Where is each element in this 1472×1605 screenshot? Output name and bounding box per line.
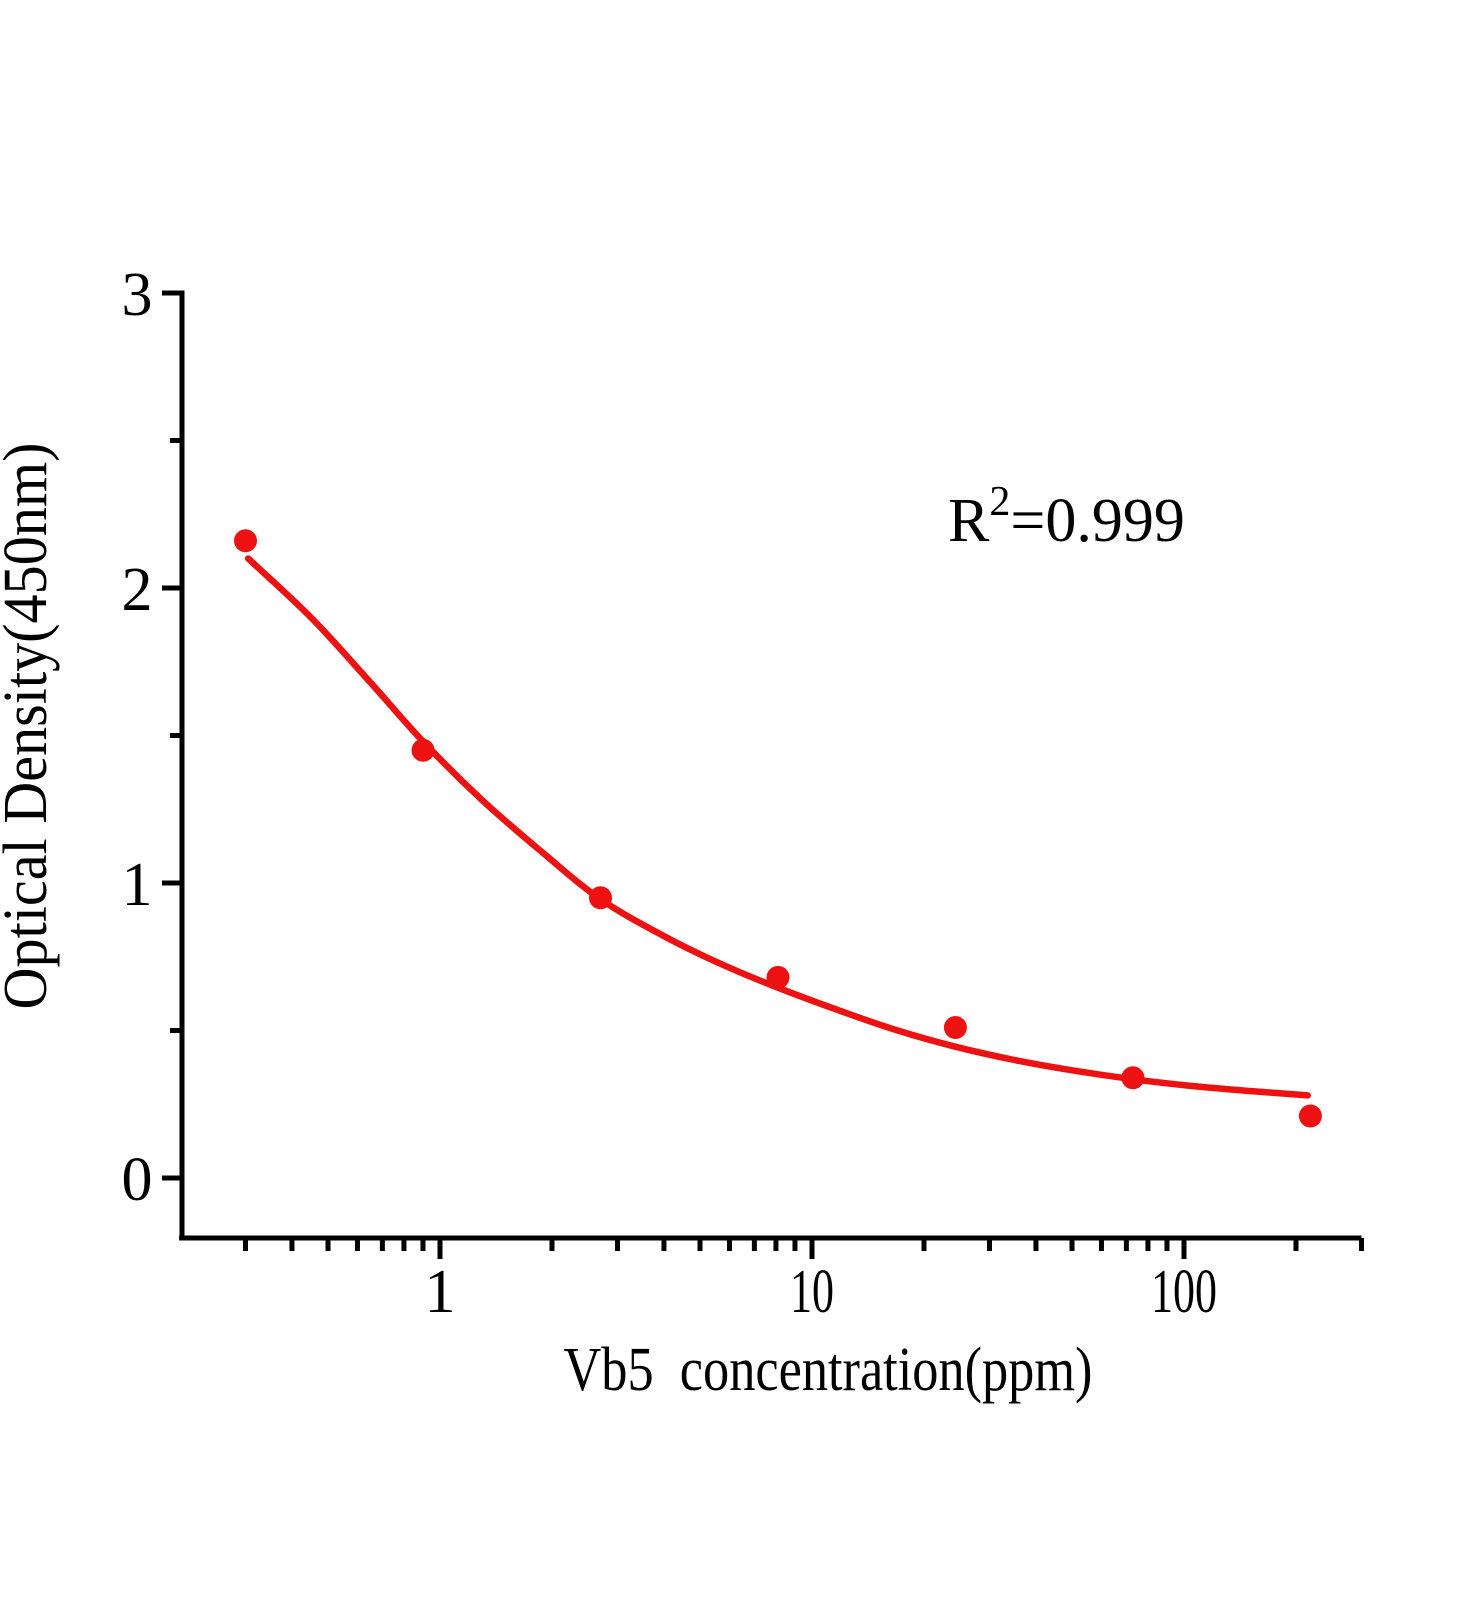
y-tick-label: 0	[122, 1146, 153, 1214]
data-point	[234, 529, 257, 553]
data-point	[1298, 1104, 1322, 1128]
y-tick-label: 1	[122, 851, 153, 919]
fit-curve-line	[244, 555, 1311, 1099]
data-point	[766, 965, 790, 989]
data-point	[943, 1016, 967, 1039]
data-point	[589, 886, 612, 910]
y-tick-label: 2	[122, 556, 153, 624]
data-point	[411, 738, 435, 762]
axis-ticks	[162, 290, 1364, 1259]
y-axis-label: Optical Density(450nm)	[0, 443, 60, 1010]
x-axis-label: Vb5 concentration(ppm)	[564, 1336, 1093, 1404]
axes	[179, 290, 1362, 1241]
x-tick-label: 1	[425, 1258, 456, 1326]
y-tick-label: 3	[122, 261, 153, 329]
x-tick-label: 100	[1151, 1258, 1217, 1326]
x-tick-label: 10	[790, 1258, 834, 1326]
r-squared-annotation: R2=0.999	[948, 479, 1185, 555]
data-point	[1121, 1066, 1145, 1090]
data-points	[234, 529, 1322, 1128]
tick-labels: 0 1 2 3 1 10 100	[122, 261, 1218, 1326]
